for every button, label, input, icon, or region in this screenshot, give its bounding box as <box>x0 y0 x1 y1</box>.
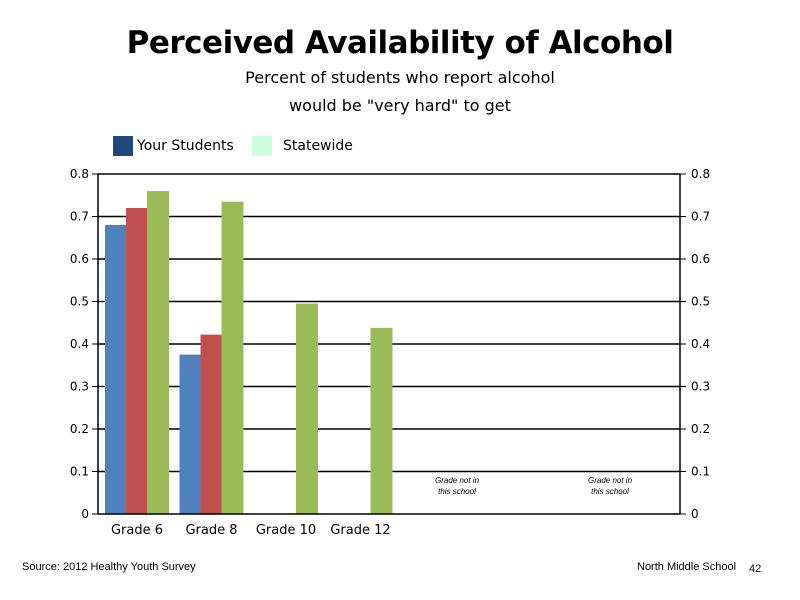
bar <box>179 354 202 514</box>
bar <box>221 201 244 514</box>
source-note: Source: 2012 Healthy Youth Survey <box>22 561 196 573</box>
y-tick-label-left: 0.8 <box>70 167 89 181</box>
bar <box>370 327 393 514</box>
y-tick-label-right: 0.1 <box>691 465 710 479</box>
annotation-line2: this school <box>591 487 629 496</box>
y-tick-label-left: 0.6 <box>70 252 89 266</box>
x-tick-label: Grade 12 <box>330 523 390 538</box>
bar <box>147 191 169 514</box>
legend-swatch-your-students <box>113 136 133 156</box>
x-tick-label: Grade 10 <box>256 523 316 538</box>
school-name: North Middle School <box>637 561 737 573</box>
y-tick-label-right: 0.7 <box>691 210 710 224</box>
legend-label-your-students: Your Students <box>137 138 234 154</box>
y-tick-label-left: 0 <box>81 507 89 521</box>
annotation-line1: Grade not in <box>588 476 633 485</box>
y-tick-label-left: 0.3 <box>70 380 89 394</box>
x-tick-label: Grade 6 <box>111 523 163 538</box>
y-tick-label-left: 0.2 <box>70 422 89 436</box>
y-tick-label-left: 0.1 <box>70 465 89 479</box>
annotation-line2: this school <box>438 487 476 496</box>
y-tick-label-left: 0.4 <box>70 337 89 351</box>
x-tick-label: Grade 8 <box>185 523 237 538</box>
y-tick-label-right: 0.4 <box>691 337 710 351</box>
y-tick-label-right: 0.2 <box>691 422 710 436</box>
legend-swatch-statewide <box>252 136 272 156</box>
y-tick-label-left: 0.7 <box>70 210 89 224</box>
chart-subtitle-line1: Percent of students who report alcohol <box>245 68 555 87</box>
page-number: 42 <box>749 563 762 575</box>
bar <box>126 208 148 514</box>
y-tick-label-right: 0 <box>691 507 699 521</box>
legend-label-statewide: Statewide <box>283 138 353 154</box>
y-tick-label-right: 0.6 <box>691 252 710 266</box>
y-tick-label-left: 0.5 <box>70 295 89 309</box>
chart-title: Perceived Availability of Alcohol <box>126 25 674 61</box>
y-tick-label-right: 0.3 <box>691 380 710 394</box>
annotation-line1: Grade not in <box>435 476 480 485</box>
bar <box>200 334 223 514</box>
y-tick-label-right: 0.8 <box>691 167 710 181</box>
bar <box>296 303 318 514</box>
y-tick-label-right: 0.5 <box>691 295 710 309</box>
chart-subtitle-line2: would be "very hard" to get <box>289 96 511 115</box>
bar <box>105 225 127 514</box>
